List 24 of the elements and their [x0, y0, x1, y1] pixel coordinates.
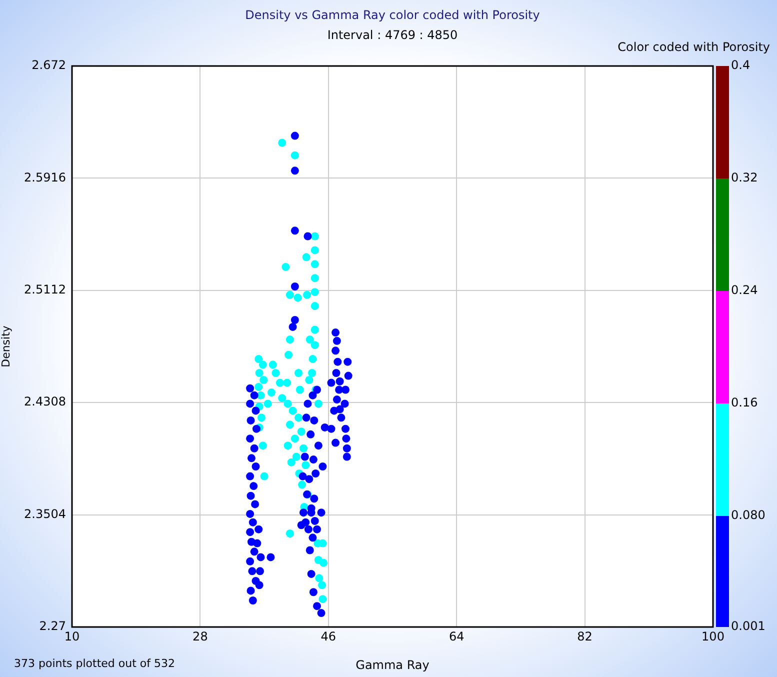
color-bar-label: 0.32	[731, 170, 758, 185]
x-tick-label: 82	[577, 629, 592, 644]
color-bar-label: 0.16	[731, 396, 758, 410]
y-tick-label: 2.3504	[24, 506, 66, 521]
y-tick-label: 2.5916	[24, 170, 66, 184]
color-bar-title: Color coded with Porosity	[618, 40, 770, 54]
chart-subtitle: Interval : 4769 : 4850	[327, 28, 458, 42]
color-bar-label: 0.080	[731, 508, 766, 522]
color-bar-label: 0.24	[731, 283, 758, 298]
color-bar-label: 0.4	[731, 58, 750, 72]
y-tick-label: 2.672	[32, 58, 66, 72]
y-tick-label: 2.5112	[24, 282, 66, 297]
x-tick-label: 28	[192, 629, 208, 644]
y-tick-label: 2.4308	[24, 394, 66, 409]
x-tick-label: 46	[320, 629, 336, 644]
color-bar-label: 0.001	[731, 619, 766, 634]
x-tick-label: 10	[64, 629, 80, 644]
y-tick-label: 2.27	[39, 619, 66, 634]
y-axis-title: Density	[0, 325, 12, 368]
chart-title: Density vs Gamma Ray color coded with Porosity	[245, 8, 540, 22]
x-axis-title: Gamma Ray	[356, 658, 430, 672]
x-tick-label: 100	[702, 629, 724, 644]
text: 373 points plotted out of 532	[14, 656, 176, 670]
x-tick-label: 64	[448, 629, 464, 644]
